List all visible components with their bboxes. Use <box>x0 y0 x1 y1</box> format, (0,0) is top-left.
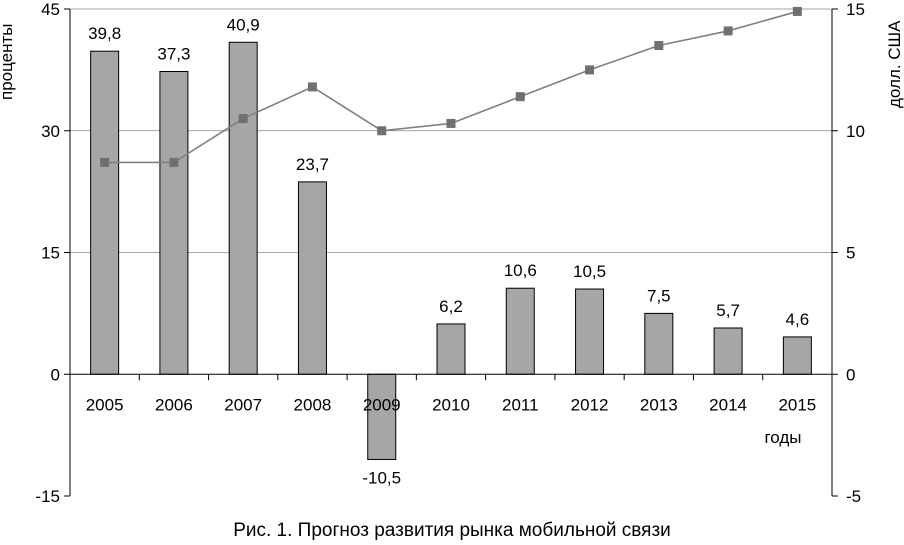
bar-2014 <box>713 327 743 375</box>
line-point-2009 <box>377 126 387 136</box>
left-tick-label: 15 <box>41 244 60 263</box>
x-tick-label-2005: 2005 <box>86 395 124 414</box>
x-tick-label-2011: 2011 <box>502 395 539 414</box>
right-tick-label: -5 <box>846 487 861 506</box>
line-point-2005 <box>100 157 110 167</box>
figure-caption: Рис. 1. Прогноз развития рынка мобильной… <box>233 520 671 541</box>
data-label-2014: 5,7 <box>716 301 740 320</box>
data-label-2009: -10,5 <box>362 468 401 487</box>
line-point-2008 <box>307 82 317 92</box>
x-tick-label-2012: 2012 <box>571 395 609 414</box>
x-tick-label-2010: 2010 <box>432 395 470 414</box>
data-labels: 39,8 37,3 40,9 23,7 -10,5 6,2 10,6 10,5 7,5 5,7 4,… <box>88 15 809 487</box>
x-tick-label-2009: 2009 <box>363 395 401 414</box>
bar-2007 <box>228 41 258 375</box>
line-series <box>100 6 802 167</box>
x-tick-label-2013: 2013 <box>640 395 678 414</box>
x-tick-label-2007: 2007 <box>224 395 262 414</box>
data-label-2012: 10,5 <box>573 262 606 281</box>
axes <box>64 8 838 497</box>
right-tick-label: 0 <box>846 365 855 384</box>
right-axis-title: долл. США <box>885 20 904 108</box>
right-tick-label: 10 <box>846 122 865 141</box>
bar-2009 <box>367 373 397 460</box>
x-tick-label-2006: 2006 <box>155 395 193 414</box>
data-label-2005: 39,8 <box>88 24 121 43</box>
data-label-2013: 7,5 <box>647 286 671 305</box>
line-point-2012 <box>585 65 595 75</box>
right-tick-label: 5 <box>846 244 855 263</box>
bar-2006 <box>159 70 189 375</box>
data-label-2006: 37,3 <box>157 44 190 63</box>
bar-2011 <box>505 287 535 375</box>
data-label-2008: 23,7 <box>296 155 329 174</box>
line-point-2013 <box>654 41 664 51</box>
data-label-2015: 4,6 <box>786 310 810 329</box>
line-path <box>104 10 798 164</box>
gridlines <box>70 8 832 253</box>
x-tick-label-2008: 2008 <box>294 395 332 414</box>
bar-2012 <box>575 288 605 375</box>
x-tick-label-2014: 2014 <box>709 395 747 414</box>
right-tick-label: 15 <box>846 0 865 19</box>
line-point-2007 <box>238 114 248 124</box>
data-label-2010: 6,2 <box>439 297 463 316</box>
x-axis-title: годы <box>764 428 801 447</box>
bar-series <box>90 41 812 460</box>
left-tick-label: 30 <box>41 122 60 141</box>
tick-labels: -15 0 15 30 45 -5 0 5 10 15 2005 2006 2007 2008 2009 20… <box>35 0 865 506</box>
bar-2015 <box>782 336 812 375</box>
left-tick-label: -15 <box>35 487 60 506</box>
line-point-2011 <box>515 92 525 102</box>
left-tick-label: 0 <box>51 365 60 384</box>
line-point-2010 <box>446 118 456 128</box>
left-axis-title: проценты <box>0 23 16 100</box>
left-tick-label: 45 <box>41 0 60 19</box>
bar-2008 <box>297 181 327 375</box>
bar-2005 <box>90 50 120 375</box>
x-tick-label-2015: 2015 <box>778 395 816 414</box>
data-label-2011: 10,6 <box>504 261 537 280</box>
bar-2013 <box>644 312 674 375</box>
line-point-2014 <box>723 26 733 36</box>
data-label-2007: 40,9 <box>227 15 260 34</box>
line-point-2006 <box>169 157 179 167</box>
line-point-2015 <box>792 6 802 16</box>
bar-2010 <box>436 323 466 375</box>
